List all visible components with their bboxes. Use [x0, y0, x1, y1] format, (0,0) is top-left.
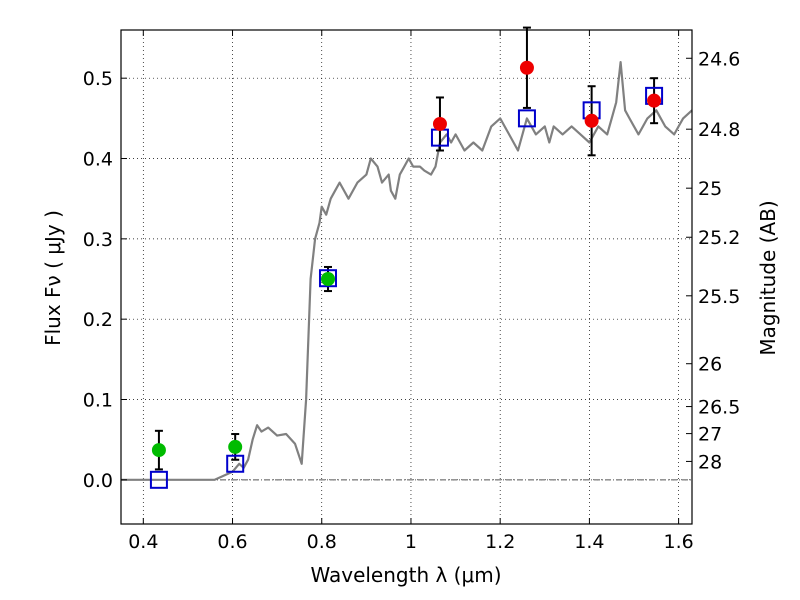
- magnitude-tick-label: 25.2: [698, 227, 740, 249]
- magnitude-tick-label: 26: [698, 354, 722, 376]
- magnitude-tick-label: 25: [698, 178, 722, 200]
- observed-point-green: [228, 439, 243, 454]
- magnitude-tick-label: 25.5: [698, 286, 740, 308]
- model-spectrum: [121, 60, 693, 481]
- magnitude-tick-label: 27: [698, 424, 722, 446]
- x-tick-label: 1.2: [485, 531, 515, 553]
- magnitude-tick-label: 24.6: [698, 48, 740, 70]
- y-tick-label: 0.2: [83, 309, 113, 331]
- y-tick-label: 0.4: [83, 149, 113, 171]
- x-tick-label: 1.6: [664, 531, 694, 553]
- x-tick-label: 0.4: [128, 531, 158, 553]
- magnitude-tick-label: 24.8: [698, 119, 740, 141]
- y-axis-label: Flux Fν ( μJy ): [41, 210, 65, 346]
- synthetic-photometry-square: [517, 109, 536, 128]
- observed-point-red: [584, 113, 599, 128]
- observed-point-green: [151, 443, 166, 458]
- synthetic-photometry-square: [149, 470, 168, 489]
- observed-point-red: [432, 116, 447, 131]
- observed-photometry-markers: [151, 60, 662, 458]
- y-tick-label: 0.5: [83, 68, 113, 90]
- y-tick-label: 0.3: [83, 229, 113, 251]
- magnitude-tick-label: 28: [698, 451, 722, 473]
- observed-point-red: [519, 60, 534, 75]
- model-spectrum-line: [121, 60, 693, 481]
- magnitude-axis-ticks: 24.6 24.8 25 25.2 25.5 26 26.5 27 28: [686, 48, 740, 473]
- y-tick-label: 0.0: [83, 470, 113, 492]
- plot-frame: [120, 29, 693, 525]
- x-tick-label: 1.4: [574, 531, 604, 553]
- grid-lines: [121, 30, 692, 524]
- synthetic-photometry-square: [318, 269, 337, 288]
- y-axis-ticks: 0.0 0.1 0.2 0.3 0.4 0.5: [83, 68, 127, 492]
- y-tick-label: 0.1: [83, 389, 113, 411]
- x-tick-label: 0.8: [307, 531, 337, 553]
- x-tick-label: 0.6: [217, 531, 247, 553]
- observed-point-red: [647, 93, 662, 108]
- error-bars: [154, 26, 659, 471]
- magnitude-axis-label: Magnitude (AB): [756, 200, 780, 355]
- synthetic-photometry-markers: [149, 86, 664, 489]
- x-axis-label: Wavelength λ (μm): [310, 563, 501, 587]
- x-tick-label: 1: [405, 531, 417, 553]
- magnitude-tick-label: 26.5: [698, 397, 740, 419]
- x-axis-ticks: 0.4 0.6 0.8 1 1.2 1.4 1.6: [128, 30, 694, 553]
- synthetic-photometry-square: [226, 454, 245, 473]
- observed-point-green: [320, 272, 335, 287]
